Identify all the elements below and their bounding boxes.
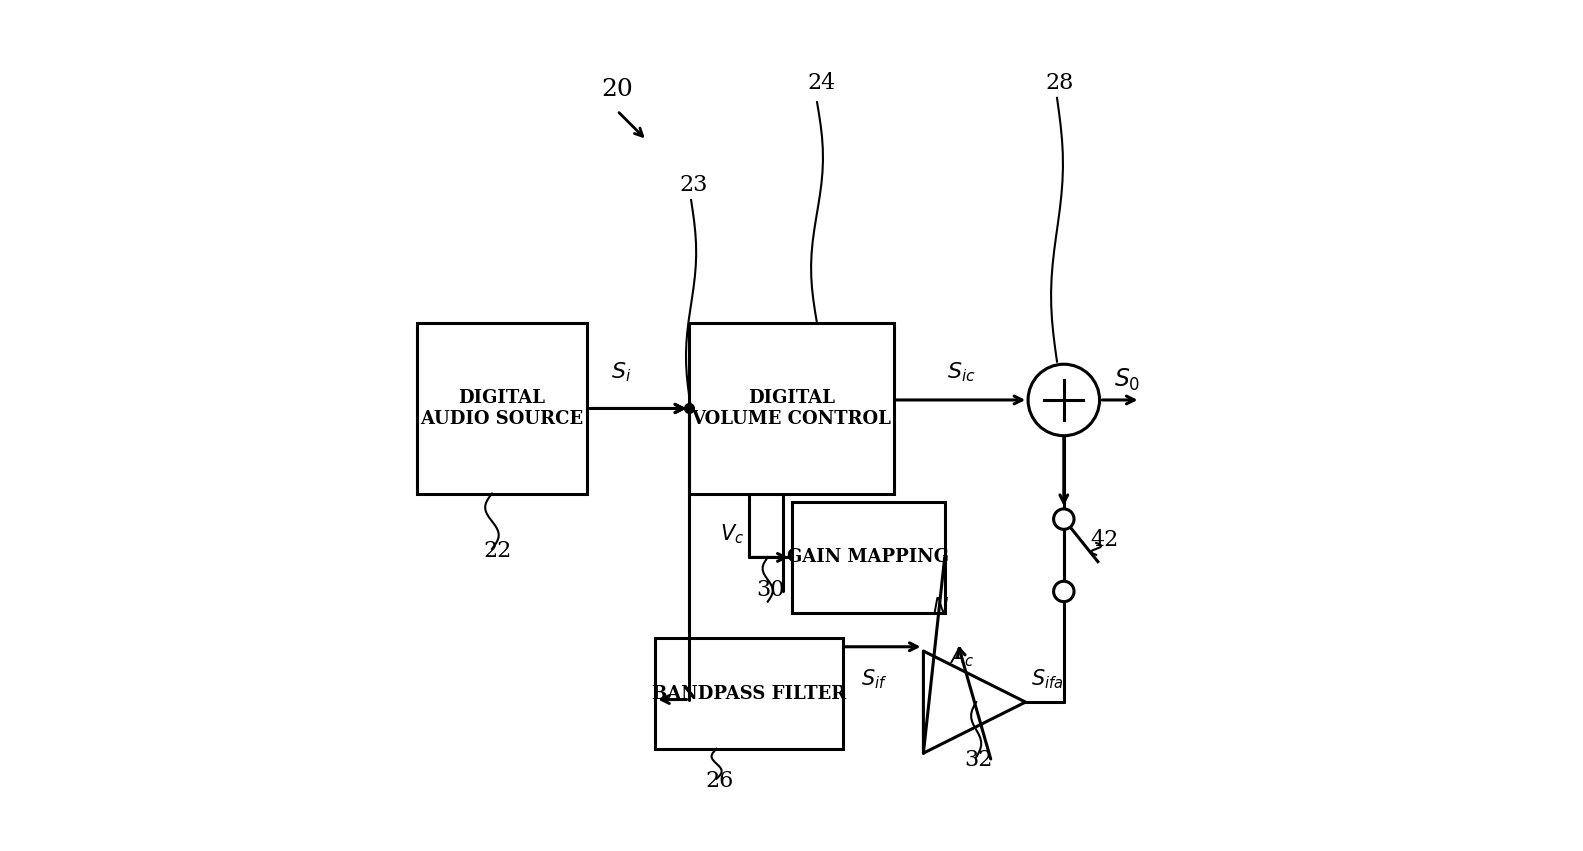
Text: DIGITAL
AUDIO SOURCE: DIGITAL AUDIO SOURCE — [421, 389, 584, 428]
Text: DIGITAL
VOLUME CONTROL: DIGITAL VOLUME CONTROL — [692, 389, 891, 428]
Text: $S_i$: $S_i$ — [611, 361, 632, 385]
Text: 28: 28 — [1045, 72, 1073, 94]
Text: $S_{if}$: $S_{if}$ — [861, 667, 886, 691]
Text: 24: 24 — [807, 72, 836, 94]
Text: $S_{ifa}$: $S_{ifa}$ — [1031, 667, 1064, 691]
Text: $S_0$: $S_0$ — [1114, 367, 1141, 393]
Text: GAIN MAPPING: GAIN MAPPING — [787, 548, 950, 567]
Text: 20: 20 — [602, 77, 633, 101]
FancyBboxPatch shape — [655, 638, 842, 749]
Text: 32: 32 — [964, 749, 993, 771]
Text: 22: 22 — [484, 540, 511, 563]
Circle shape — [1054, 509, 1073, 529]
Text: 42: 42 — [1091, 529, 1119, 551]
Text: $N$: $N$ — [932, 597, 948, 617]
Circle shape — [1054, 581, 1073, 602]
FancyBboxPatch shape — [416, 323, 587, 494]
Text: 23: 23 — [679, 174, 708, 197]
FancyBboxPatch shape — [792, 502, 945, 613]
Text: $S_{ic}$: $S_{ic}$ — [947, 361, 977, 385]
FancyBboxPatch shape — [689, 323, 894, 494]
Text: 30: 30 — [757, 579, 785, 601]
Text: $A_c$: $A_c$ — [950, 646, 974, 670]
Text: BANDPASS FILTER: BANDPASS FILTER — [652, 684, 845, 703]
Text: 26: 26 — [704, 770, 733, 792]
Text: $V_c$: $V_c$ — [720, 523, 744, 546]
Circle shape — [1027, 364, 1100, 436]
